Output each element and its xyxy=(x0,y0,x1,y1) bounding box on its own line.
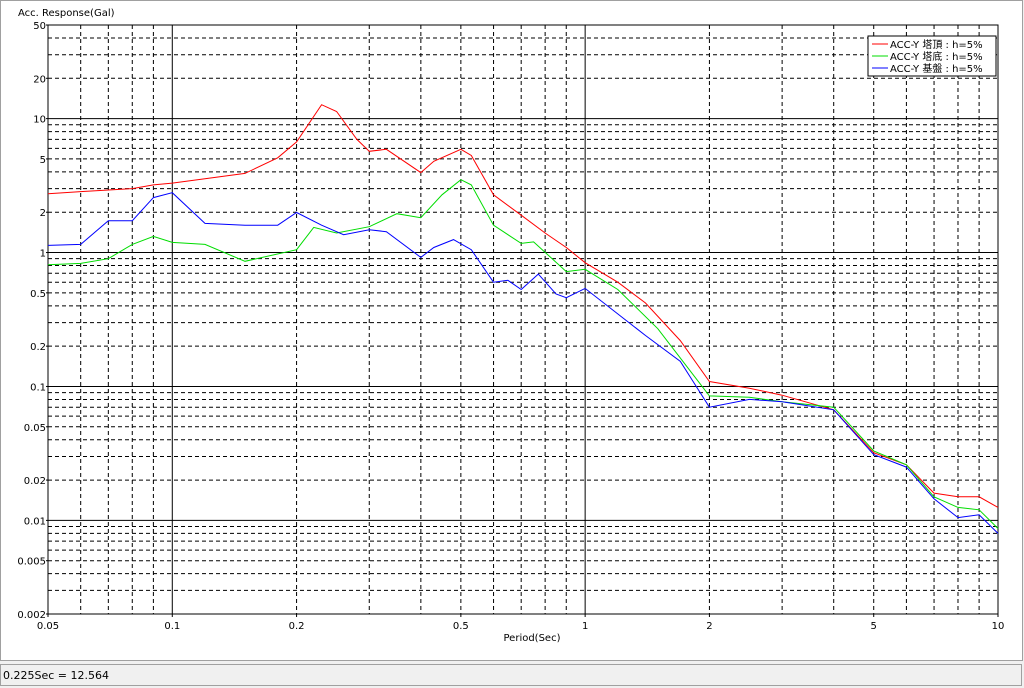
status-bar: 0.225Sec = 12.564 xyxy=(0,664,1022,686)
plot-border xyxy=(47,24,999,615)
legend-label: ACC-Y 塔底 : h=5% xyxy=(890,50,983,63)
plot-area xyxy=(48,25,998,614)
y-tick-label: 0.1 xyxy=(30,382,46,393)
x-tick-label: 1 xyxy=(582,621,588,632)
y-tick-label: 5 xyxy=(40,155,46,166)
y-tick-label: 0.005 xyxy=(17,557,46,568)
y-tick-label: 10 xyxy=(33,115,46,126)
y-tick-label: 0.002 xyxy=(17,610,46,621)
x-tick-label: 0.1 xyxy=(164,621,180,632)
x-tick-label: 2 xyxy=(706,621,712,632)
x-axis-label: Period(Sec) xyxy=(504,633,561,644)
x-tick-label: 0.2 xyxy=(289,621,305,632)
series-line xyxy=(47,179,999,529)
chart-title: Acc. Response(Gal) xyxy=(18,8,115,19)
x-tick-label: 0.05 xyxy=(37,621,59,632)
legend-label: ACC-Y 基盤 : h=5% xyxy=(890,62,983,75)
y-tick-label: 0.5 xyxy=(30,289,46,300)
chart: Acc. Response(Gal) Period(Sec) 0.05 0.1 0.… xyxy=(0,0,1023,661)
y-tick-label: 0.05 xyxy=(24,423,46,434)
x-tick-label: 10 xyxy=(992,621,1005,632)
series-line xyxy=(47,192,999,534)
x-tick-label: 5 xyxy=(871,621,877,632)
y-tick-label: 20 xyxy=(33,74,46,85)
y-tick-label: 0.2 xyxy=(30,342,46,353)
y-tick-label: 1 xyxy=(40,249,46,260)
x-tick-label: 0.5 xyxy=(453,621,469,632)
y-tick-label: 0.01 xyxy=(24,516,46,527)
y-tick-label: 2 xyxy=(40,208,46,219)
legend-label: ACC-Y 塔頂 : h=5% xyxy=(890,38,983,51)
legend-box xyxy=(867,35,997,77)
legend: ACC-Y 塔頂 : h=5%ACC-Y 塔底 : h=5%ACC-Y 基盤 :… xyxy=(867,35,997,77)
y-tick-label: 0.02 xyxy=(24,476,46,487)
y-tick-label: 50 xyxy=(33,21,46,32)
